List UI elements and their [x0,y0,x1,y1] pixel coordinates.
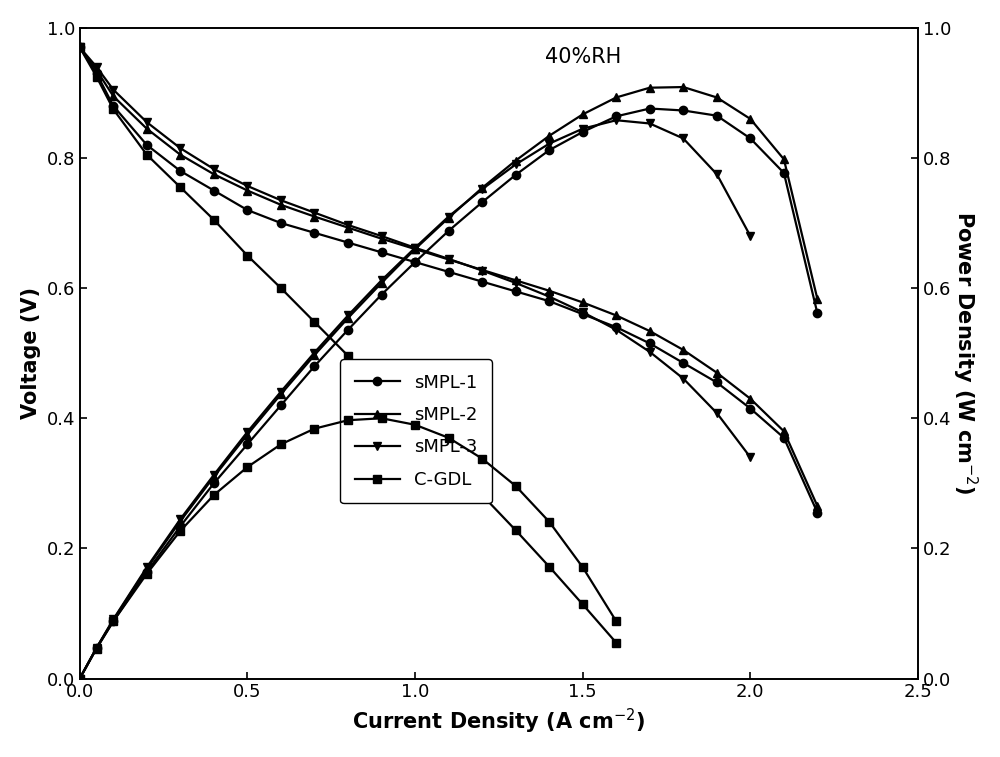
sMPL-2 [610,311,622,320]
Y-axis label: Voltage (V): Voltage (V) [21,287,41,419]
sMPL-1 [510,287,522,296]
sMPL-3 [342,220,354,229]
sMPL-1 [543,297,555,306]
Line: sMPL-1: sMPL-1 [76,43,822,517]
C-GDL [308,317,320,326]
sMPL-1 [644,339,656,348]
sMPL-3 [543,292,555,301]
sMPL-1 [610,322,622,332]
Legend: sMPL-1, sMPL-2, sMPL-3, C-GDL: sMPL-1, sMPL-2, sMPL-3, C-GDL [340,359,492,503]
sMPL-3 [241,182,253,191]
C-GDL [510,525,522,534]
sMPL-2 [74,43,86,52]
C-GDL [174,182,186,192]
Text: 40%RH: 40%RH [545,48,621,67]
sMPL-2 [644,326,656,335]
sMPL-2 [107,92,119,101]
sMPL-3 [74,43,86,52]
sMPL-3 [610,326,622,335]
Y-axis label: Power Density (W cm$^{-2}$): Power Density (W cm$^{-2}$) [950,211,979,495]
sMPL-3 [141,117,153,126]
sMPL-1 [677,358,689,367]
sMPL-3 [376,232,388,241]
sMPL-2 [778,427,790,436]
Line: C-GDL: C-GDL [76,43,620,647]
sMPL-2 [811,502,823,511]
C-GDL [107,104,119,114]
sMPL-1 [275,219,287,228]
sMPL-2 [476,266,488,275]
sMPL-1 [811,508,823,517]
sMPL-2 [141,124,153,133]
C-GDL [208,215,220,224]
sMPL-2 [208,170,220,179]
C-GDL [409,420,421,429]
C-GDL [141,150,153,159]
C-GDL [476,491,488,500]
sMPL-3 [677,374,689,383]
C-GDL [275,284,287,293]
sMPL-1 [376,248,388,257]
sMPL-3 [510,279,522,288]
sMPL-2 [543,286,555,295]
sMPL-2 [577,298,589,307]
sMPL-2 [275,201,287,210]
sMPL-3 [107,85,119,94]
sMPL-1 [208,186,220,195]
sMPL-1 [409,257,421,266]
C-GDL [577,600,589,609]
sMPL-3 [275,196,287,205]
sMPL-2 [308,212,320,221]
sMPL-3 [308,208,320,217]
C-GDL [610,638,622,647]
C-GDL [342,351,354,360]
sMPL-1 [141,140,153,149]
sMPL-2 [744,394,756,403]
sMPL-3 [91,62,103,71]
sMPL-1 [711,378,723,387]
sMPL-3 [711,409,723,418]
sMPL-1 [744,404,756,413]
sMPL-2 [376,234,388,243]
sMPL-1 [174,167,186,176]
sMPL-1 [91,69,103,78]
sMPL-1 [342,238,354,247]
sMPL-2 [342,223,354,232]
sMPL-2 [409,245,421,254]
C-GDL [543,562,555,572]
sMPL-3 [208,164,220,173]
C-GDL [241,251,253,260]
X-axis label: Current Density (A cm$^{-2}$): Current Density (A cm$^{-2}$) [352,707,645,736]
sMPL-3 [443,254,455,263]
sMPL-3 [174,144,186,153]
sMPL-2 [510,276,522,285]
sMPL-3 [644,347,656,357]
sMPL-3 [577,307,589,316]
sMPL-1 [443,267,455,276]
sMPL-1 [107,101,119,111]
sMPL-1 [74,43,86,52]
sMPL-2 [174,150,186,159]
sMPL-1 [241,205,253,214]
C-GDL [91,72,103,81]
sMPL-3 [409,243,421,252]
sMPL-3 [744,453,756,462]
sMPL-2 [443,255,455,264]
sMPL-1 [308,229,320,238]
sMPL-2 [91,66,103,75]
sMPL-1 [577,310,589,319]
sMPL-2 [241,186,253,195]
Line: sMPL-2: sMPL-2 [76,43,822,510]
sMPL-2 [677,345,689,354]
sMPL-3 [476,266,488,275]
sMPL-1 [778,433,790,442]
C-GDL [74,43,86,52]
sMPL-2 [711,368,723,377]
Line: sMPL-3: sMPL-3 [76,43,755,462]
sMPL-1 [476,277,488,286]
C-GDL [376,385,388,394]
C-GDL [443,456,455,465]
